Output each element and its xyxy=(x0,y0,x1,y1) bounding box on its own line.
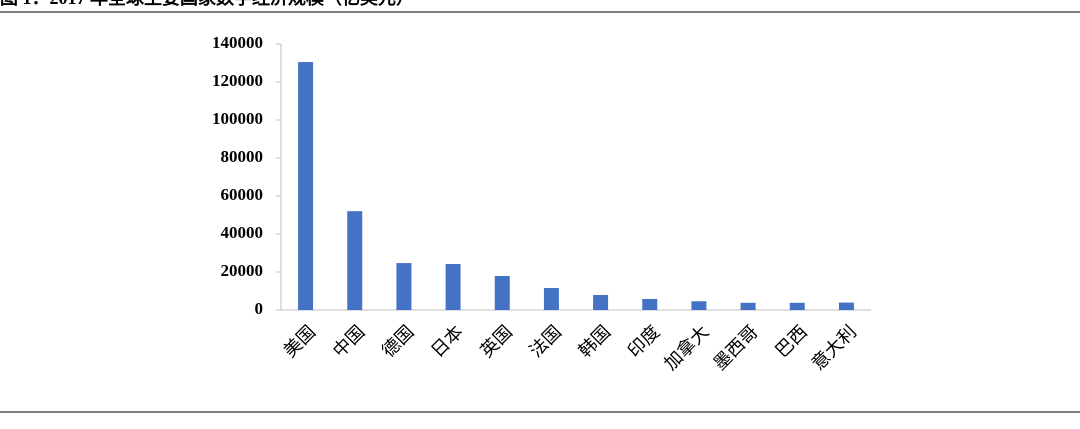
chart-title: 图 1：2017 年全球主要国家数字经济规模（亿美元） xyxy=(0,0,414,8)
y-tick-label: 80000 xyxy=(221,147,264,166)
y-tick-label: 100000 xyxy=(212,109,263,128)
bar xyxy=(445,264,461,310)
y-tick-label: 120000 xyxy=(212,71,263,90)
bar xyxy=(691,301,707,310)
x-tick-label: 墨西哥 xyxy=(710,322,762,374)
bar xyxy=(494,275,510,310)
bar xyxy=(593,294,609,310)
y-tick-label: 0 xyxy=(255,299,264,318)
bar xyxy=(396,263,412,310)
x-tick-label: 日本 xyxy=(427,322,467,362)
y-tick-label: 140000 xyxy=(212,33,263,52)
x-tick-label: 加拿大 xyxy=(660,321,713,374)
bar xyxy=(642,298,658,310)
bar xyxy=(543,287,559,310)
bar xyxy=(740,302,756,310)
bar xyxy=(347,211,363,310)
x-tick-label: 巴西 xyxy=(771,322,811,362)
y-tick-label: 20000 xyxy=(221,261,264,280)
x-tick-label: 韩国 xyxy=(575,322,615,362)
y-tick-label: 40000 xyxy=(221,223,264,242)
x-tick-label: 德国 xyxy=(378,322,418,362)
bar xyxy=(789,302,805,310)
bar xyxy=(838,302,854,310)
x-tick-label: 美国 xyxy=(280,322,320,362)
y-tick-label: 60000 xyxy=(221,185,264,204)
x-tick-label: 印度 xyxy=(624,322,664,362)
bar xyxy=(298,62,314,310)
x-tick-label: 意大利 xyxy=(808,322,860,374)
x-tick-label: 中国 xyxy=(329,322,369,362)
x-tick-label: 法国 xyxy=(526,322,566,362)
x-tick-label: 英国 xyxy=(476,322,516,362)
